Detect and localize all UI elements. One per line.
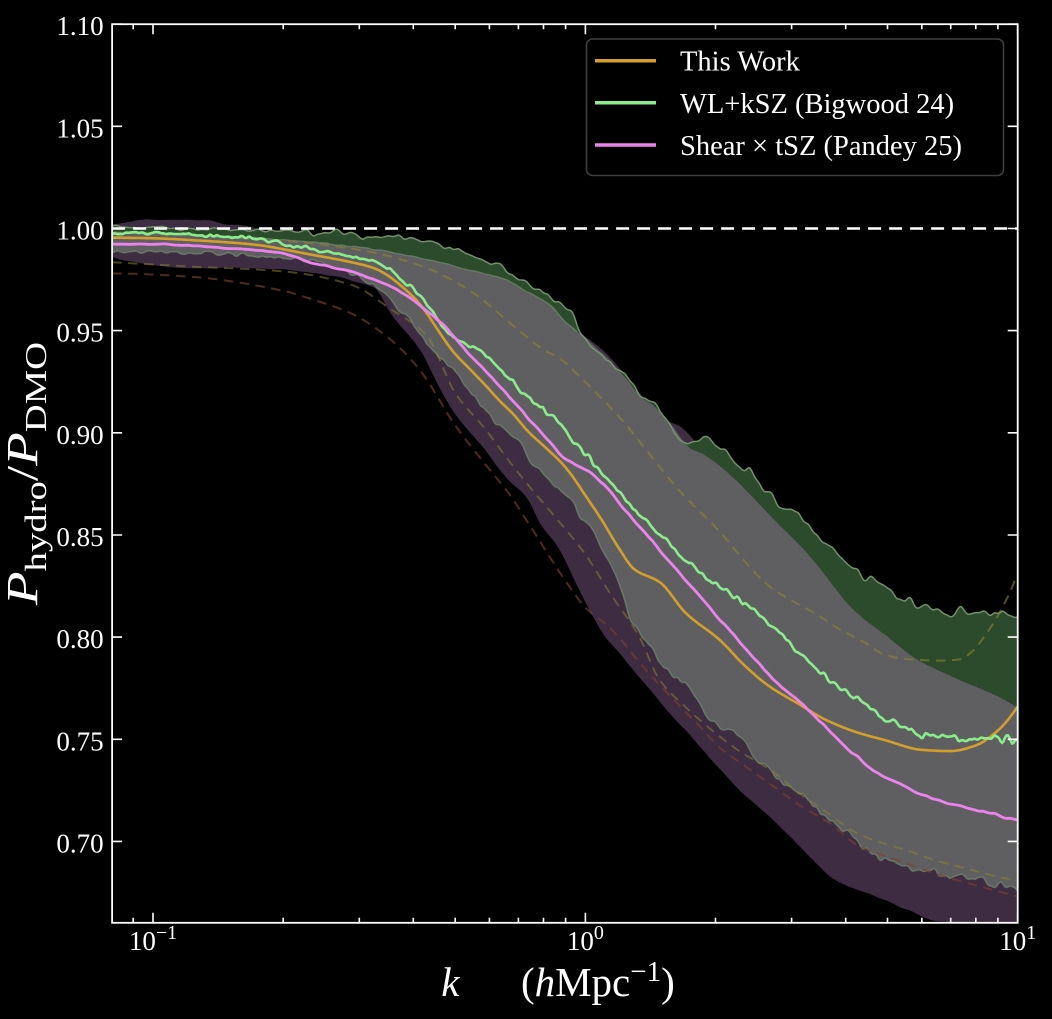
svg-text:0.80: 0.80 [56,624,103,654]
svg-text:1.10: 1.10 [56,11,103,41]
svg-text:1.00: 1.00 [56,216,103,246]
svg-text:Phydro/PDMO: Phydro/PDMO [0,342,53,606]
svg-text:0.90: 0.90 [56,420,103,450]
svg-text:1.05: 1.05 [56,113,103,143]
svg-text:Shear × tSZ (Pandey 25): Shear × tSZ (Pandey 25) [680,131,962,162]
svg-text:This Work: This Work [680,47,801,78]
svg-text:0.85: 0.85 [56,522,103,552]
svg-text:WL+kSZ (Bigwood 24): WL+kSZ (Bigwood 24) [680,89,954,120]
svg-text:0.95: 0.95 [56,318,103,348]
svg-text:0.70: 0.70 [56,828,103,858]
svg-text:0.75: 0.75 [56,726,103,756]
